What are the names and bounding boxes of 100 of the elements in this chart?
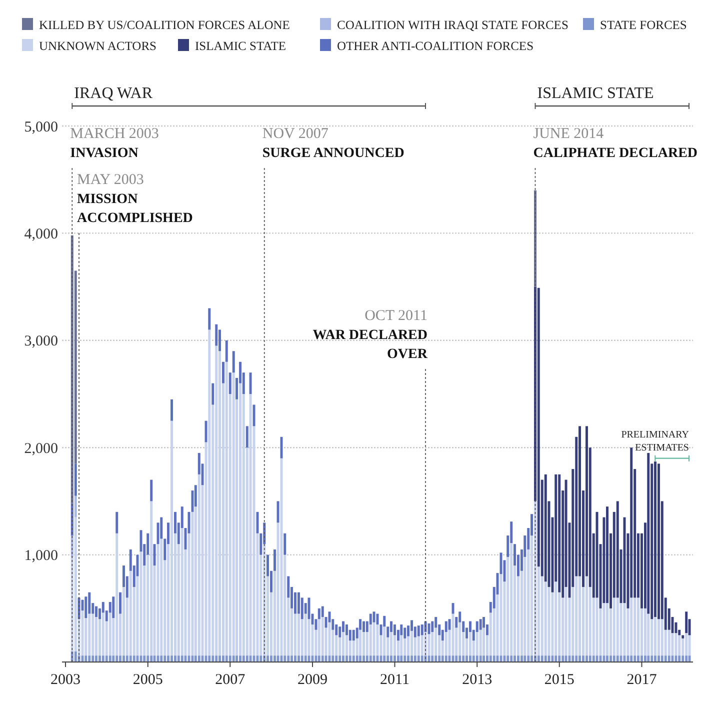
bar [489,656,492,662]
bar [88,592,91,614]
bar [612,656,616,662]
bar [506,656,510,662]
legend-label: UNKNOWN ACTORS [39,39,157,53]
bar [84,656,88,662]
x-tick-label: 2003 [50,672,80,688]
bar [332,656,334,662]
bar [644,608,646,656]
bar [640,656,643,662]
legend-label: ISLAMIC STATE [195,39,286,53]
bar [232,656,235,662]
legend-label: KILLED BY US/COALITION FORCES ALONE [39,18,290,32]
bar [74,464,77,496]
y-tick-label: 5,000 [24,119,58,136]
bar [602,603,606,656]
bar [232,372,235,656]
x-tick-label: 2005 [132,672,163,688]
ref-line-label: OCT 2011 WAR DECLARED OVER [312,308,428,362]
bar [394,635,396,656]
ref-line-label: NOV 2007 SURGE ANNOUNCED [262,126,404,161]
bar [486,656,488,662]
bar [482,656,485,662]
annotation: PRELIMINARY ESTIMATES [621,429,689,454]
bar [444,656,448,662]
bar [540,656,544,662]
bar [383,656,386,662]
bar [112,596,115,618]
bar [208,308,211,330]
bar [524,656,526,662]
bar [108,612,112,656]
bar [431,632,434,656]
bar [239,383,242,656]
x-tick-label: 2007 [215,672,246,688]
x-tick-label: 2017 [626,672,658,688]
bar [612,598,616,656]
bar [236,656,238,662]
bar [441,656,444,662]
bar [534,190,536,287]
bar [578,576,581,656]
bar [338,656,342,662]
bar [215,656,218,662]
bar [479,619,482,630]
bar [554,582,558,656]
bar [479,630,482,656]
bar [290,656,293,662]
bar [298,614,300,656]
bar [359,630,362,656]
bar [122,586,125,656]
bar [404,638,406,656]
bar [112,656,115,662]
bar [304,656,307,662]
bar [514,656,516,662]
bar [228,656,232,662]
bar [318,656,320,662]
bar [660,656,664,662]
bar [602,656,606,662]
bar [606,603,608,656]
bar [606,656,608,662]
bar [592,656,595,662]
bar [417,636,420,656]
bar [678,635,681,656]
bar [383,626,386,656]
bar [386,656,390,662]
bar [664,656,667,662]
bar [304,614,307,656]
bar [685,633,688,656]
bar [366,656,368,662]
bar [510,656,513,662]
bar [658,656,660,662]
bar [225,340,228,362]
bar [654,616,656,656]
bar [174,656,176,662]
bar [530,656,533,662]
bar [682,656,684,662]
bar [246,656,248,662]
bar [122,656,125,662]
bar [660,619,664,656]
bar [420,656,424,662]
bar [517,656,520,662]
bar [650,656,654,662]
bar [129,570,132,656]
bar [311,656,314,662]
bar [348,656,352,662]
bar [455,656,458,662]
bar [212,656,214,662]
bar [74,496,77,518]
bar [170,656,173,662]
bar [102,656,104,662]
bar [74,651,77,662]
bar [407,656,410,662]
bar [274,549,276,571]
bar [177,656,180,662]
bar [417,626,420,636]
bar [472,656,475,662]
bar [170,420,173,656]
bar [102,612,104,656]
bar [346,635,348,656]
bar [167,656,170,662]
bar [616,656,619,662]
